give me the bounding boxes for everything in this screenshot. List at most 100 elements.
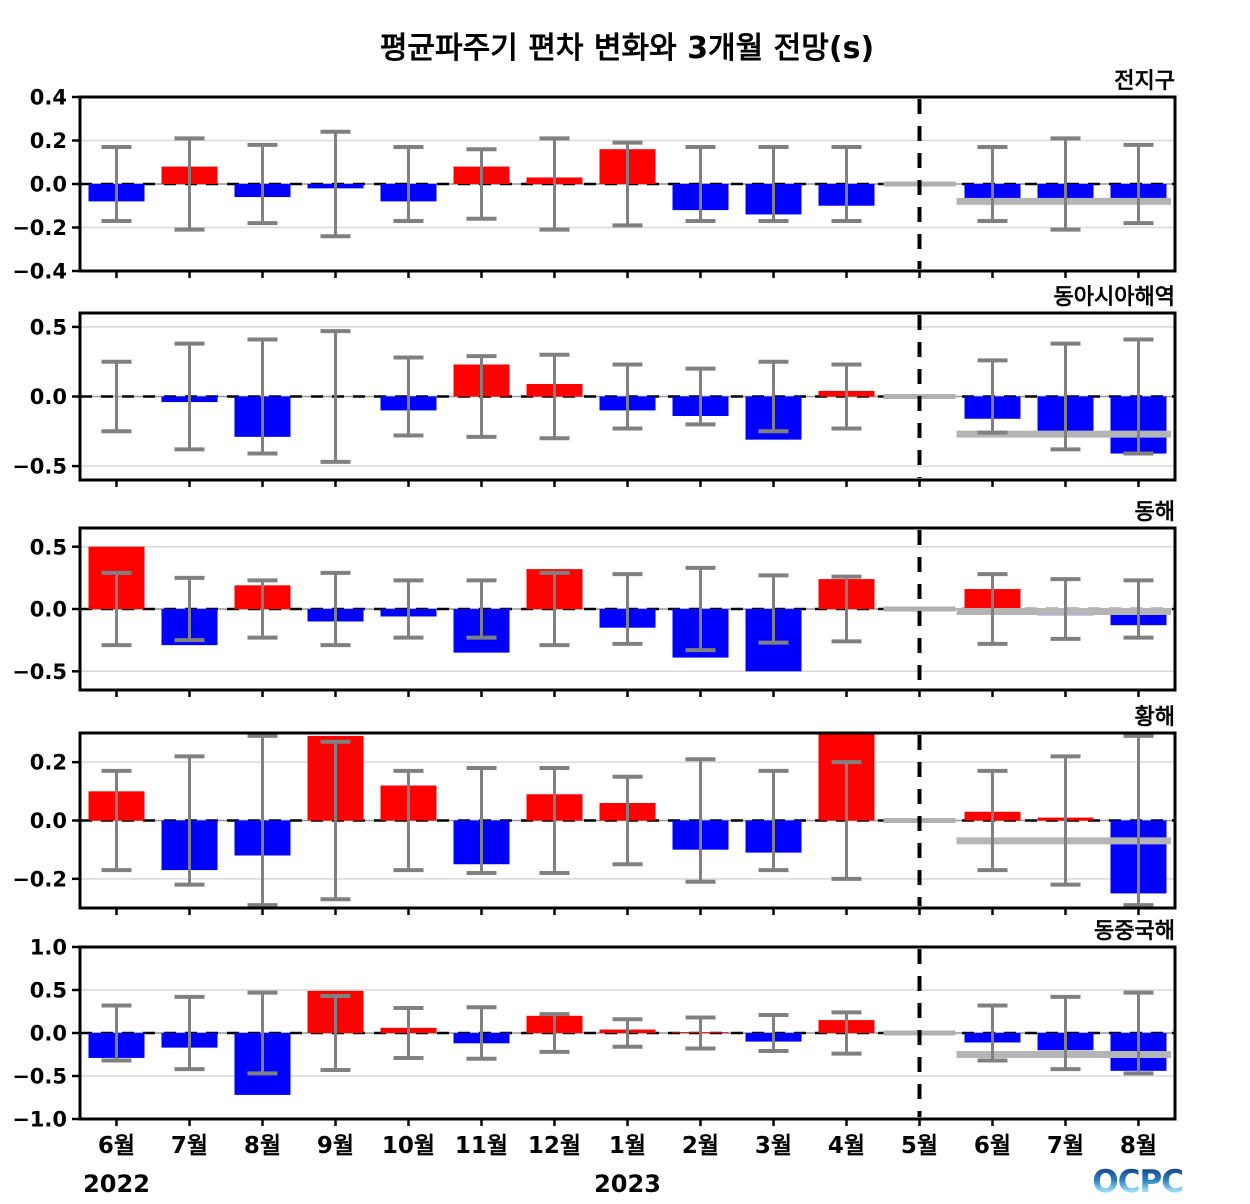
- x-tick-label-8: 2월: [682, 1133, 719, 1159]
- y-tick-label: 0.5: [30, 979, 67, 1003]
- error-bar-6월: [977, 145, 1008, 223]
- year-label-2022: 2022: [83, 1170, 150, 1198]
- region-label-1: 동아시아해역: [1054, 285, 1175, 310]
- y-tick-label: −1.0: [12, 1108, 67, 1132]
- y-tick-label: 0.2: [30, 129, 67, 153]
- error-bar-4월: [831, 574, 862, 644]
- error-bar-8월: [1123, 337, 1154, 456]
- error-bar-8월: [1123, 578, 1154, 640]
- error-bar-9월: [320, 994, 351, 1072]
- error-bar-1월: [612, 572, 643, 646]
- error-bar-2월: [685, 757, 716, 884]
- y-tick-label: −0.5: [12, 1065, 67, 1089]
- region-label-2: 동해: [1135, 500, 1175, 525]
- error-bar-1월: [612, 1017, 643, 1049]
- error-bar-10월: [393, 355, 424, 438]
- error-bar-6월: [977, 1003, 1008, 1063]
- error-bar-2월: [685, 1015, 716, 1051]
- y-tick-label: 0.5: [30, 315, 67, 339]
- panel-1-동아시아해역: 0.5 0.0 −0.5 동아시아해역: [12, 285, 1177, 487]
- error-bar-7월: [174, 575, 205, 643]
- x-tick-label-5: 11월: [455, 1133, 508, 1159]
- region-label-4: 동중국해: [1094, 919, 1175, 944]
- x-tick-label-2: 8월: [244, 1133, 281, 1159]
- error-bar-3월: [758, 573, 789, 645]
- error-bar-8월: [247, 142, 278, 226]
- error-bar-6월: [101, 1003, 132, 1063]
- error-bar-7월: [1050, 136, 1081, 232]
- error-bar-11월: [466, 766, 497, 875]
- y-tick-label: 0.0: [30, 598, 67, 622]
- error-bar-7월: [174, 341, 205, 452]
- x-tick-label-13: 7월: [1047, 1133, 1084, 1159]
- error-bar-10월: [393, 768, 424, 873]
- x-tick-label-1: 7월: [171, 1133, 208, 1159]
- error-bar-1월: [612, 774, 643, 867]
- error-bar-10월: [393, 145, 424, 223]
- panel-2-동해: 0.5 0.0 −0.5 동해: [12, 500, 1177, 697]
- error-bar-8월: [247, 733, 278, 908]
- y-tick-label: −0.2: [12, 867, 67, 891]
- error-bar-7월: [174, 994, 205, 1072]
- error-bar-12월: [539, 352, 570, 441]
- error-bar-3월: [758, 768, 789, 873]
- error-bar-6월: [977, 572, 1008, 646]
- y-tick-label: 0.2: [30, 751, 67, 775]
- error-bar-7월: [174, 136, 205, 232]
- panel-3-황해: 0.2 0.0 −0.2 황해: [12, 705, 1177, 915]
- panel-4-동중국해: 1.0 0.5 0.0 −0.5 −1.0 동중국해: [12, 919, 1177, 1132]
- error-bar-11월: [466, 147, 497, 221]
- panel-border: [78, 945, 1177, 1121]
- error-bar-11월: [466, 578, 497, 640]
- error-bar-8월: [247, 337, 278, 456]
- error-bar-11월: [466, 1005, 497, 1061]
- panel-border: [78, 95, 1177, 273]
- error-bar-3월: [758, 1012, 789, 1054]
- error-bar-8월: [247, 990, 278, 1076]
- error-bar-12월: [539, 570, 570, 648]
- error-bar-4월: [831, 362, 862, 431]
- x-tick-label-9: 3월: [755, 1133, 792, 1159]
- error-bar-10월: [393, 578, 424, 640]
- y-tick-label: −0.5: [12, 660, 67, 684]
- x-tick-label-11: 5월: [901, 1133, 938, 1159]
- error-bar-10월: [393, 1006, 424, 1060]
- region-label-0: 전지구: [1114, 69, 1175, 94]
- error-bar-7월: [1050, 341, 1081, 452]
- panel-border: [78, 526, 1177, 692]
- y-tick-label: 0.0: [30, 1022, 67, 1046]
- ocpc-logo: OCPC: [1092, 1164, 1183, 1200]
- y-tick-label: 0.4: [30, 86, 67, 110]
- error-bar-1월: [612, 362, 643, 431]
- x-tick-label-6: 12월: [528, 1133, 581, 1159]
- x-tick-label-14: 8월: [1120, 1133, 1157, 1159]
- error-bar-11월: [466, 354, 497, 439]
- error-bar-2월: [685, 565, 716, 653]
- y-tick-label: 0.0: [30, 385, 67, 409]
- x-tick-label-7: 1월: [609, 1133, 646, 1159]
- error-bar-7월: [1050, 577, 1081, 641]
- error-bar-9월: [320, 329, 351, 464]
- error-bar-12월: [539, 766, 570, 875]
- error-bar-1월: [612, 140, 643, 228]
- error-bar-6월: [101, 768, 132, 873]
- y-tick-label: 0.5: [30, 535, 67, 559]
- region-label-3: 황해: [1135, 705, 1175, 730]
- error-bar-8월: [247, 578, 278, 640]
- error-bar-7월: [174, 754, 205, 887]
- error-bar-9월: [320, 129, 351, 239]
- error-bar-2월: [685, 366, 716, 427]
- error-bar-6월: [101, 570, 132, 648]
- error-bar-6월: [101, 359, 132, 434]
- error-bar-4월: [831, 145, 862, 223]
- y-tick-label: −0.4: [12, 260, 67, 284]
- x-axis: 6월 7월 8월 9월 10월 11월 12월 1월 2월 3월 4월 5월 6월 7월 8월 2022 202…: [83, 1133, 1157, 1198]
- error-bar-2월: [685, 145, 716, 223]
- panel-border: [78, 731, 1177, 910]
- panel-0-전지구: 0.4 0.2 0.0 −0.2 −0.4 전지구: [12, 69, 1177, 284]
- error-bar-4월: [831, 760, 862, 881]
- y-tick-label: 1.0: [30, 936, 67, 960]
- error-bar-9월: [320, 570, 351, 648]
